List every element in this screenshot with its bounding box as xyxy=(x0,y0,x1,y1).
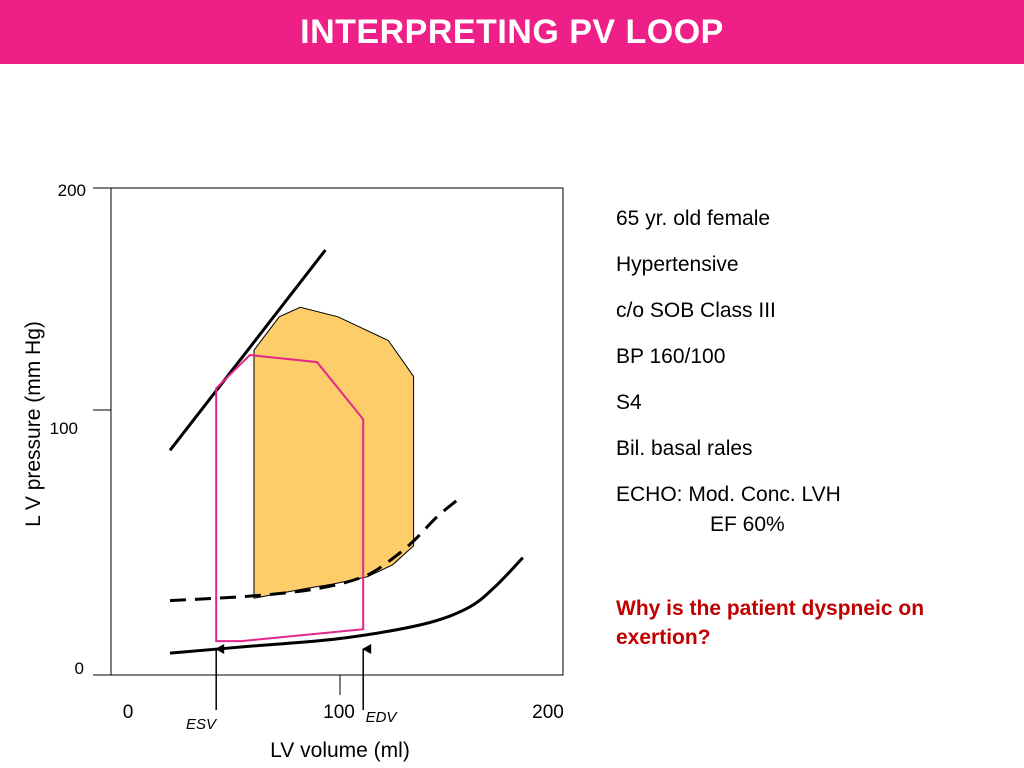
info-complaint: c/o SOB Class III xyxy=(616,299,776,322)
y-tick-label-100: 100 xyxy=(50,419,78,438)
x-tick-label-0: 0 xyxy=(123,702,134,723)
x-tick-label-200: 200 xyxy=(532,702,564,723)
plot-frame xyxy=(110,187,564,676)
question-text: Why is the patient dyspneic on exertion? xyxy=(616,597,925,649)
y-axis-label: L V pressure (mm Hg) xyxy=(22,321,45,527)
info-bp: BP 160/100 xyxy=(616,345,726,368)
info-ef: EF 60% xyxy=(710,513,785,536)
title-bar: INTERPRETING PV LOOP xyxy=(0,0,1024,64)
y-tick-label-200: 200 xyxy=(58,181,86,200)
esv-label: ESV xyxy=(186,716,218,733)
espvr-line xyxy=(168,249,327,452)
patient-edpvr-dashed-curve xyxy=(169,496,461,603)
x-axis-label: LV volume (ml) xyxy=(270,739,410,762)
page-title: INTERPRETING PV LOOP xyxy=(300,12,724,51)
info-age: 65 yr. old female xyxy=(616,207,771,230)
y-tick-label-0: 0 xyxy=(75,659,84,678)
info-echo: ECHO: Mod. Conc. LVH xyxy=(616,483,841,506)
info-condition: Hypertensive xyxy=(616,253,739,276)
patient-pv-loop xyxy=(215,353,365,643)
normal-pv-loop xyxy=(253,306,415,599)
x-tick-label-100: 100 xyxy=(323,702,355,723)
normal-edpvr-curve xyxy=(169,556,524,655)
info-s4: S4 xyxy=(616,391,642,414)
info-rales: Bil. basal rales xyxy=(616,437,753,460)
patient-info: 65 yr. old female Hypertensive c/o SOB C… xyxy=(616,196,1016,540)
edv-label: EDV xyxy=(366,709,399,726)
